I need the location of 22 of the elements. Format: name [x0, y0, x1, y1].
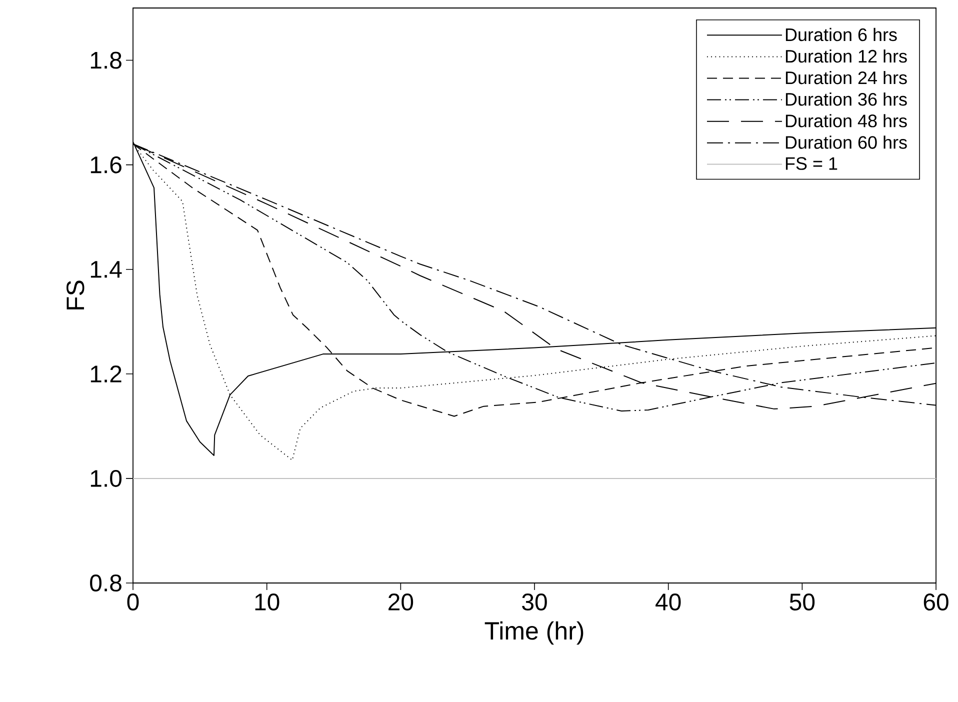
x-tick-label: 0 — [127, 594, 139, 611]
y-tick-label: 0.8 — [90, 574, 122, 592]
y-tick-label: 1.2 — [90, 366, 122, 382]
y-tick-label: 1.8 — [90, 52, 122, 69]
y-tick-label: 1.4 — [90, 261, 122, 278]
x-tick-label: 60 — [924, 594, 948, 611]
legend-label: Duration 36 hrs — [786, 92, 907, 106]
legend-label: Duration 6 hrs — [786, 28, 897, 42]
legend-label: FS = 1 — [786, 157, 838, 170]
y-tick-label: 1.0 — [90, 470, 122, 487]
x-tick-label: 30 — [522, 594, 547, 611]
legend-label: Duration 24 hrs — [786, 70, 907, 84]
x-axis-title: Time (hr) — [484, 621, 584, 645]
legend-label: Duration 60 hrs — [786, 136, 907, 149]
legend-label: Duration 48 hrs — [786, 114, 907, 128]
y-tick-label: 1.6 — [90, 156, 122, 174]
x-tick-label: 40 — [656, 594, 681, 611]
x-tick-label: 10 — [255, 594, 280, 611]
x-tick-label: 50 — [790, 594, 815, 611]
x-tick-label: 20 — [388, 594, 414, 611]
y-axis-title: FS — [66, 280, 84, 310]
legend-label: Duration 12 hrs — [786, 49, 907, 63]
